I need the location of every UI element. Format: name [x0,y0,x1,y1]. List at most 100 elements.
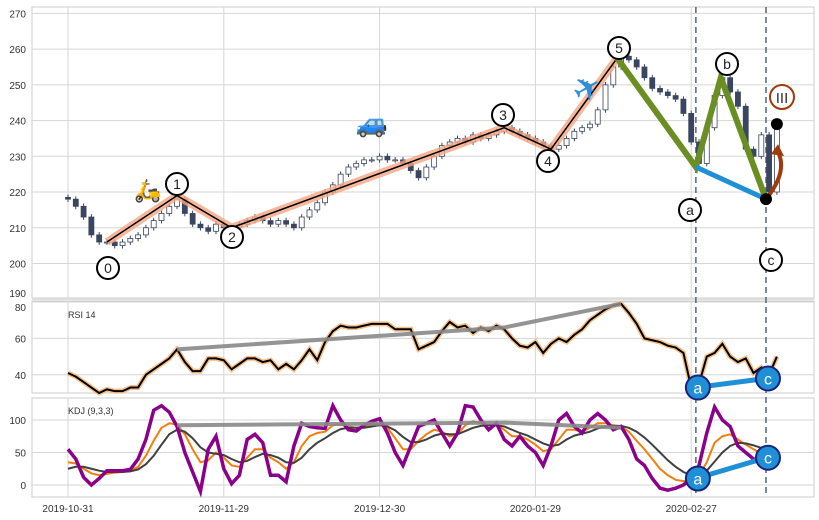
wave-label: 3 [499,107,507,123]
marker-circle [754,365,781,392]
y-tick-label: 0 [20,481,26,492]
wave-label-circle [715,52,739,76]
candle [633,59,640,68]
x-tick-label: 2020-02-27 [666,504,718,515]
x-tick-label: 2019-11-29 [199,504,250,515]
candle [197,223,204,229]
y-tick-label: 270 [9,9,26,20]
wave-label-circle [759,248,783,272]
candle [602,84,609,111]
a-c-line [694,164,768,202]
candle [275,220,282,225]
candle [688,113,695,143]
candle [314,202,321,211]
candle [672,95,679,100]
candle [119,241,126,247]
kdj-trendline [177,420,622,430]
candle [727,77,734,93]
rsi-trendline [176,301,622,352]
impulse-wave-line [106,57,618,243]
wave-label: 2 [228,229,236,245]
arrow-head-icon [770,144,784,157]
candle [135,234,142,239]
correction-wave-line [614,56,769,201]
y-tick-label: 200 [9,259,26,270]
y-tick-label: 240 [9,117,26,128]
wave-label: b [723,56,731,72]
wave-label-circle [678,198,702,222]
candle [587,123,593,129]
kdj-k-line [67,420,778,483]
marker-label: a [693,472,702,489]
y-tick-label: 250 [9,81,26,92]
wave-label-circle [96,256,120,280]
y-tick-label: 210 [9,224,26,235]
candle [72,198,79,207]
candle [423,166,430,179]
wave-label: 4 [544,153,552,169]
scooter-icon: 🛵 [134,178,161,204]
candle [657,88,663,93]
wave-label: c [768,252,775,268]
candle [664,91,671,96]
candle [384,155,391,161]
candle [306,209,313,218]
candle [267,220,274,225]
y-tick-label: 50 [15,449,27,460]
candle [353,163,360,168]
marker-label: c [764,451,772,468]
y-tick-label: 100 [9,416,26,427]
y-tick-label: 60 [15,334,27,345]
wave-label-circle [536,149,560,173]
candle [579,127,586,132]
wave-c-dot [759,193,772,206]
candle [150,220,157,229]
wave-label: 0 [104,260,112,276]
y-tick-label: 80 [15,303,27,314]
rsi-line [67,302,778,395]
projection-label: III [776,90,789,107]
x-tick-label: 2019-10-31 [42,504,94,515]
marker-circle [684,465,711,492]
candle [127,238,134,243]
car-icon: 🚙 [356,108,388,139]
wave-label-circle [165,172,189,196]
y-tick-label: 190 [9,289,26,300]
candle [766,134,772,193]
y-tick-label: 220 [9,188,26,199]
marker-circle [684,374,711,401]
candle [649,77,656,89]
candle [625,55,632,61]
candle [283,220,290,225]
x-tick-label: 2020-01-29 [510,504,562,515]
candle [111,241,118,247]
candle [189,213,196,225]
kdj-d-line [67,424,778,477]
wave-label: 1 [173,176,181,192]
wave-label: 5 [615,40,623,56]
candle [361,159,367,164]
candle [376,155,383,161]
kdj-title: KDJ (9,3,3) [68,406,114,416]
wave-label-circle [220,225,244,249]
candle [392,159,399,162]
candle [594,109,601,125]
wave-label-circle [607,36,631,60]
candle [641,66,648,79]
candle [345,166,352,175]
rsi-title: RSI 14 [68,310,96,320]
candle [205,227,212,232]
candle [65,196,71,200]
x-tick-label: 2019-12-30 [354,504,406,515]
candle [80,205,87,218]
wave-label-circle [491,103,515,127]
marker-circle [754,444,781,471]
candle [368,159,375,162]
y-tick-label: 230 [9,152,26,163]
candle [415,170,422,179]
candle [298,216,305,229]
y-tick-label: 40 [15,371,27,382]
y-tick-label: 260 [9,45,26,56]
marker-label: a [693,381,702,398]
